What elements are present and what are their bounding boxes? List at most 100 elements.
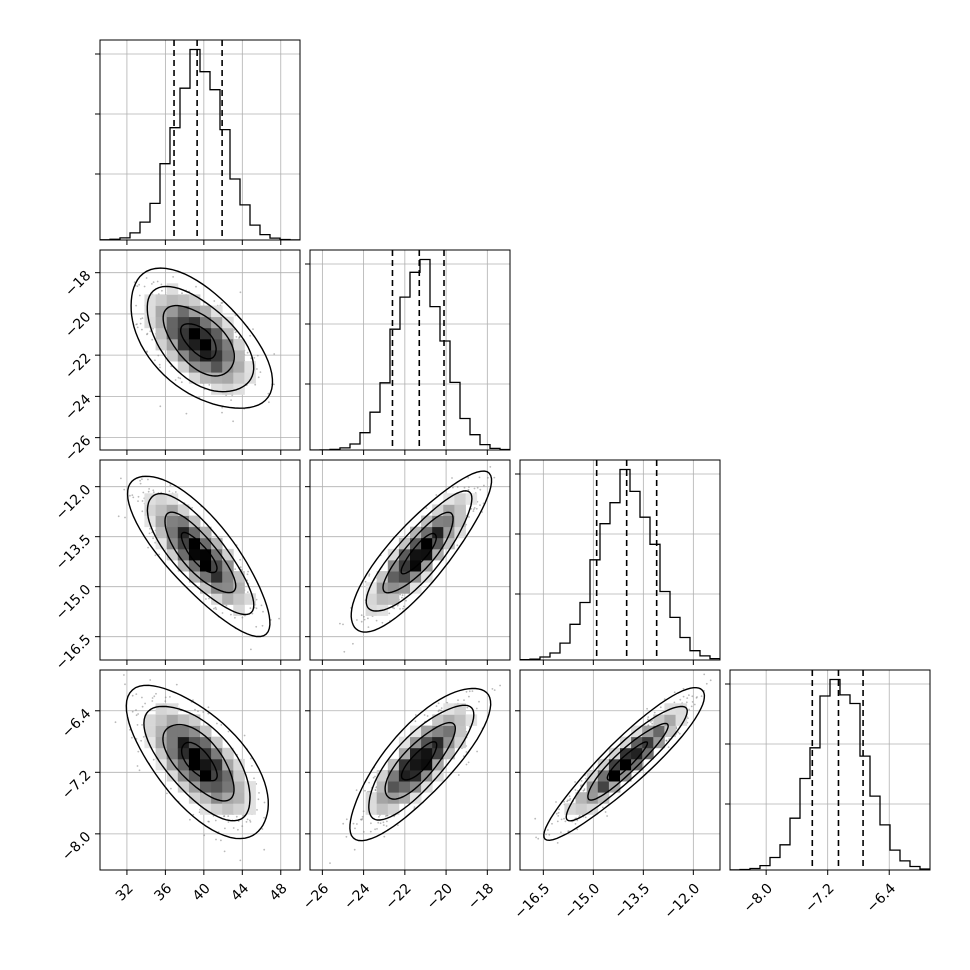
sample-point bbox=[164, 696, 167, 699]
sample-point bbox=[261, 828, 264, 830]
y-tick-label: −20 bbox=[62, 309, 94, 341]
density-cell bbox=[233, 571, 245, 583]
sample-point bbox=[124, 516, 126, 519]
sample-point bbox=[208, 384, 211, 386]
sample-point bbox=[491, 688, 494, 690]
sample-point bbox=[688, 708, 690, 711]
sample-point bbox=[470, 507, 473, 510]
sample-point bbox=[414, 720, 417, 723]
sample-point bbox=[141, 696, 143, 699]
sample-point bbox=[463, 486, 466, 489]
sample-point bbox=[397, 824, 399, 826]
sample-point bbox=[137, 713, 140, 715]
density-cell bbox=[575, 803, 588, 815]
density-cell bbox=[387, 781, 400, 793]
density-cell bbox=[608, 770, 621, 782]
density-cell bbox=[387, 593, 400, 605]
sample-point bbox=[227, 821, 230, 823]
sample-point bbox=[192, 699, 194, 701]
density-cell bbox=[233, 770, 245, 782]
sample-point bbox=[141, 328, 143, 331]
sample-point bbox=[97, 275, 99, 277]
sample-point bbox=[246, 818, 249, 821]
sample-point bbox=[578, 815, 581, 817]
density-cell bbox=[410, 725, 422, 738]
sample-point bbox=[690, 705, 693, 708]
sample-point bbox=[399, 608, 401, 610]
sample-point bbox=[472, 510, 475, 512]
sample-point bbox=[123, 488, 126, 491]
sample-point bbox=[137, 495, 140, 498]
sample-point bbox=[230, 399, 233, 401]
sample-point bbox=[668, 738, 670, 740]
density-cell bbox=[155, 736, 168, 749]
sample-point bbox=[251, 612, 254, 615]
density-cell bbox=[376, 803, 389, 815]
density-cell bbox=[631, 758, 643, 771]
sample-point bbox=[143, 285, 146, 288]
sample-point bbox=[557, 811, 560, 814]
sample-point bbox=[361, 818, 364, 820]
sample-point bbox=[258, 792, 260, 794]
sample-point bbox=[246, 351, 249, 354]
density-cell bbox=[188, 515, 201, 528]
panel-3-3: −8.0 −7.2 −6.4 bbox=[725, 669, 931, 916]
sample-point bbox=[691, 701, 694, 703]
sample-point bbox=[136, 724, 139, 726]
sample-point bbox=[239, 566, 242, 569]
density-cell bbox=[211, 316, 223, 329]
sample-point bbox=[142, 491, 145, 494]
sample-point bbox=[555, 801, 557, 803]
sample-point bbox=[345, 835, 348, 838]
sample-point bbox=[479, 504, 481, 506]
density-cell bbox=[166, 537, 179, 550]
density-cell bbox=[631, 747, 643, 760]
density-cell bbox=[188, 338, 201, 351]
sample-point bbox=[343, 650, 346, 653]
sample-point bbox=[423, 714, 426, 716]
sample-point bbox=[151, 283, 153, 285]
density-cell bbox=[166, 493, 179, 505]
contour-3 bbox=[125, 684, 270, 840]
sample-point bbox=[151, 700, 154, 702]
sample-point bbox=[356, 619, 358, 621]
density-cell bbox=[376, 781, 389, 793]
sample-point bbox=[223, 815, 225, 818]
sample-point bbox=[142, 736, 145, 738]
sample-point bbox=[465, 690, 468, 693]
density-cell bbox=[410, 526, 422, 539]
sample-point bbox=[385, 825, 388, 827]
density-cell bbox=[443, 526, 455, 539]
sample-point bbox=[679, 698, 682, 701]
sample-point bbox=[401, 596, 403, 599]
panel-frame bbox=[519, 669, 721, 871]
sample-point bbox=[402, 605, 405, 608]
sample-point bbox=[135, 709, 137, 711]
sample-point bbox=[352, 822, 355, 825]
contour-3 bbox=[543, 687, 706, 842]
y-tick-label: −13.5 bbox=[53, 532, 95, 574]
sample-point bbox=[220, 839, 222, 842]
density-cell bbox=[410, 582, 422, 594]
density-cell bbox=[432, 747, 444, 760]
sample-point bbox=[465, 751, 468, 753]
density-cell bbox=[177, 305, 190, 318]
sample-point bbox=[223, 850, 226, 853]
density-cell bbox=[432, 736, 444, 749]
density-cell bbox=[188, 736, 201, 749]
density-cell bbox=[244, 781, 256, 793]
sample-point bbox=[649, 721, 652, 723]
sample-point bbox=[174, 379, 177, 381]
sample-point bbox=[168, 490, 171, 493]
contour-2 bbox=[146, 285, 255, 393]
density-2-0 bbox=[117, 475, 280, 651]
sample-point bbox=[247, 570, 250, 573]
sample-point bbox=[263, 848, 266, 851]
sample-point bbox=[253, 356, 256, 359]
sample-point bbox=[401, 594, 404, 597]
density-cell bbox=[387, 770, 400, 782]
sample-point bbox=[139, 482, 142, 485]
sample-point bbox=[339, 622, 341, 625]
panel-frame bbox=[99, 669, 301, 871]
density-cell bbox=[211, 383, 223, 395]
